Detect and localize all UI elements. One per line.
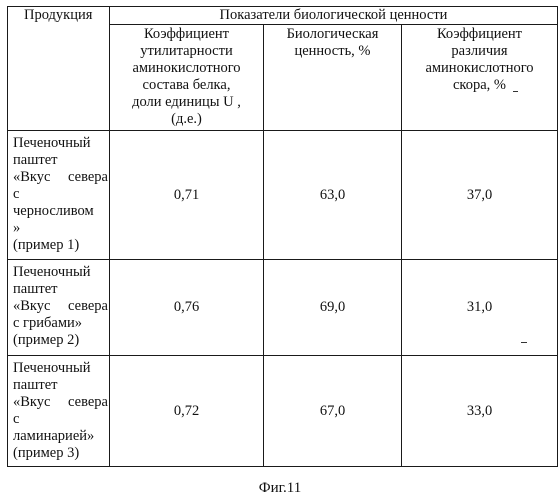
biological-value-value: 67,0	[264, 356, 402, 467]
product-name: Печеночный паштет «Вкус севера с ламинар…	[8, 356, 110, 467]
biological-value-value: 63,0	[264, 131, 402, 260]
score-difference-value: 37,0	[402, 131, 558, 260]
score-difference-value: 33,0	[402, 356, 558, 467]
utility-coefficient-value: 0,72	[110, 356, 264, 467]
utility-coefficient-value: 0,71	[110, 131, 264, 260]
product-name: Печеночный паштет «Вкус севера с черносл…	[8, 131, 110, 260]
table-row: Печеночный паштет «Вкус севера с ламинар…	[8, 356, 558, 467]
table-row: Печеночный паштет «Вкус севера с черносл…	[8, 131, 558, 260]
scan-speck	[513, 91, 518, 92]
scan-speck	[521, 342, 527, 343]
header-score-difference-coefficient: Коэффициент различия аминокислотного ско…	[402, 25, 558, 131]
utility-coefficient-value: 0,76	[110, 260, 264, 356]
header-biological-value: Биологическая ценность, %	[264, 25, 402, 131]
table-row: Печеночный паштет «Вкус севера с грибами…	[8, 260, 558, 356]
score-difference-value: 31,0	[402, 260, 558, 356]
figure-caption: Фиг.11	[0, 480, 560, 497]
biological-value-table: Продукция Показатели биологической ценно…	[7, 6, 558, 467]
product-name: Печеночный паштет «Вкус севера с грибами…	[8, 260, 110, 356]
header-group: Показатели биологической ценности	[110, 7, 558, 25]
header-utility-coefficient: Коэффициент утилитарности аминокислотног…	[110, 25, 264, 131]
biological-value-value: 69,0	[264, 260, 402, 356]
header-product: Продукция	[8, 7, 110, 131]
